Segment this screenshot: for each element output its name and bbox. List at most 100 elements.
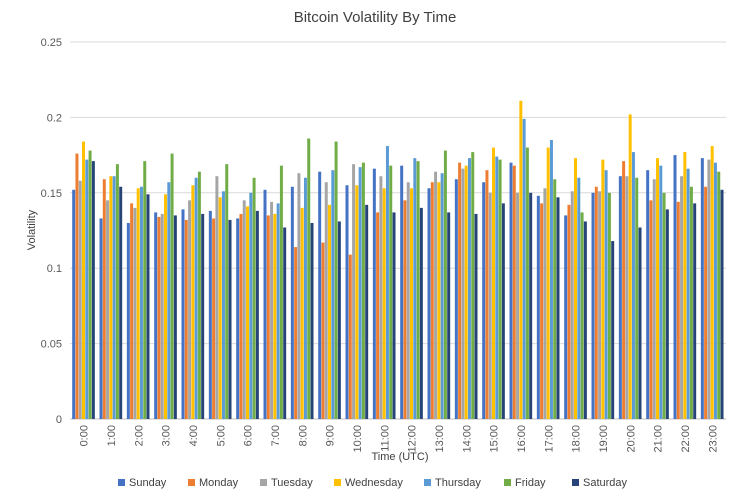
legend-label: Thursday bbox=[435, 477, 481, 489]
bar-wednesday-4:00 bbox=[191, 185, 195, 419]
legend-label: Wednesday bbox=[345, 477, 403, 489]
bar-friday-7:00 bbox=[279, 165, 283, 419]
bar-monday-14:00 bbox=[458, 162, 462, 419]
bar-wednesday-23:00 bbox=[710, 146, 714, 420]
bar-monday-4:00 bbox=[184, 219, 188, 419]
bar-wednesday-3:00 bbox=[164, 194, 168, 419]
bar-wednesday-17:00 bbox=[546, 147, 550, 419]
bar-saturday-7:00 bbox=[283, 227, 287, 419]
legend-item-friday: Friday bbox=[504, 477, 546, 489]
bar-saturday-6:00 bbox=[255, 210, 259, 419]
bar-monday-10:00 bbox=[348, 254, 352, 419]
bar-monday-17:00 bbox=[540, 203, 544, 419]
x-tick-label: 13:00 bbox=[434, 425, 446, 453]
bar-wednesday-19:00 bbox=[601, 159, 605, 419]
bar-wednesday-9:00 bbox=[328, 204, 332, 419]
bar-saturday-0:00 bbox=[91, 161, 95, 419]
bar-sunday-11:00 bbox=[372, 168, 376, 419]
legend-swatch bbox=[424, 479, 431, 486]
legend-swatch bbox=[118, 479, 125, 486]
bar-sunday-7:00 bbox=[263, 189, 267, 419]
legend-swatch bbox=[572, 479, 579, 486]
legend-item-monday: Monday bbox=[188, 477, 239, 489]
bar-wednesday-15:00 bbox=[492, 147, 496, 419]
bar-sunday-22:00 bbox=[673, 155, 677, 419]
x-tick-label: 19:00 bbox=[598, 425, 610, 453]
bar-saturday-4:00 bbox=[201, 213, 205, 419]
bar-saturday-8:00 bbox=[310, 222, 314, 419]
bar-monday-20:00 bbox=[622, 161, 626, 419]
bar-wednesday-21:00 bbox=[656, 158, 660, 419]
bar-thursday-16:00 bbox=[522, 118, 526, 419]
bar-saturday-3:00 bbox=[173, 215, 177, 419]
bar-wednesday-6:00 bbox=[246, 206, 250, 419]
bar-tuesday-21:00 bbox=[652, 179, 656, 419]
bar-friday-19:00 bbox=[607, 192, 611, 419]
legend-item-sunday: Sunday bbox=[118, 477, 167, 489]
bar-sunday-23:00 bbox=[700, 158, 704, 419]
bar-thursday-21:00 bbox=[659, 165, 663, 419]
bar-tuesday-6:00 bbox=[242, 200, 246, 419]
bar-sunday-16:00 bbox=[509, 162, 513, 419]
bar-saturday-13:00 bbox=[447, 212, 451, 419]
bar-friday-21:00 bbox=[662, 192, 666, 419]
x-tick-label: 17:00 bbox=[543, 425, 555, 453]
bar-friday-13:00 bbox=[443, 150, 447, 419]
bar-sunday-5:00 bbox=[208, 210, 212, 419]
x-tick-label: 14:00 bbox=[461, 425, 473, 453]
bar-friday-22:00 bbox=[689, 186, 693, 419]
x-tick-label: 18:00 bbox=[571, 425, 583, 453]
bar-tuesday-15:00 bbox=[488, 192, 492, 419]
bar-series bbox=[72, 100, 724, 420]
bar-wednesday-20:00 bbox=[628, 114, 632, 419]
bar-thursday-2:00 bbox=[139, 186, 143, 419]
bar-monday-2:00 bbox=[130, 203, 134, 419]
bar-saturday-9:00 bbox=[337, 221, 341, 419]
bar-monday-21:00 bbox=[649, 200, 653, 419]
bar-thursday-10:00 bbox=[358, 167, 362, 419]
bar-friday-9:00 bbox=[334, 141, 338, 419]
bar-thursday-13:00 bbox=[440, 173, 444, 419]
x-tick-label: 3:00 bbox=[161, 425, 173, 446]
bar-saturday-17:00 bbox=[556, 197, 560, 419]
bar-friday-11:00 bbox=[389, 165, 393, 419]
bar-wednesday-0:00 bbox=[82, 141, 86, 419]
bar-tuesday-3:00 bbox=[160, 213, 164, 419]
bar-wednesday-8:00 bbox=[300, 207, 304, 419]
bar-sunday-8:00 bbox=[290, 186, 294, 419]
bar-tuesday-5:00 bbox=[215, 176, 219, 419]
bar-tuesday-11:00 bbox=[379, 176, 383, 419]
bar-tuesday-20:00 bbox=[625, 176, 629, 419]
bar-friday-2:00 bbox=[143, 161, 147, 419]
x-tick-label: 16:00 bbox=[516, 425, 528, 453]
bar-thursday-5:00 bbox=[221, 191, 225, 419]
bar-friday-0:00 bbox=[88, 150, 92, 419]
bar-saturday-21:00 bbox=[665, 209, 669, 419]
x-tick-label: 6:00 bbox=[243, 425, 255, 446]
bar-friday-6:00 bbox=[252, 177, 256, 419]
bar-thursday-14:00 bbox=[467, 158, 471, 419]
bar-thursday-9:00 bbox=[331, 170, 335, 419]
bar-wednesday-11:00 bbox=[382, 188, 386, 419]
bar-saturday-10:00 bbox=[365, 204, 369, 419]
bar-monday-22:00 bbox=[676, 201, 680, 419]
bar-saturday-16:00 bbox=[529, 192, 533, 419]
bar-saturday-12:00 bbox=[419, 207, 423, 419]
bar-monday-12:00 bbox=[403, 200, 407, 419]
bar-thursday-7:00 bbox=[276, 203, 280, 419]
bar-monday-16:00 bbox=[512, 165, 516, 419]
bar-wednesday-13:00 bbox=[437, 182, 441, 419]
x-tick-label: 1:00 bbox=[106, 425, 118, 446]
bar-monday-13:00 bbox=[430, 182, 434, 419]
bar-sunday-10:00 bbox=[345, 185, 349, 419]
bar-monday-1:00 bbox=[102, 179, 106, 419]
bar-thursday-18:00 bbox=[577, 177, 581, 419]
bar-monday-3:00 bbox=[157, 216, 161, 419]
bar-tuesday-10:00 bbox=[352, 164, 356, 419]
bar-tuesday-0:00 bbox=[78, 180, 82, 419]
bar-monday-19:00 bbox=[594, 186, 598, 419]
x-tick-label: 20:00 bbox=[625, 425, 637, 453]
bar-sunday-21:00 bbox=[646, 170, 650, 419]
bar-tuesday-17:00 bbox=[543, 188, 547, 419]
